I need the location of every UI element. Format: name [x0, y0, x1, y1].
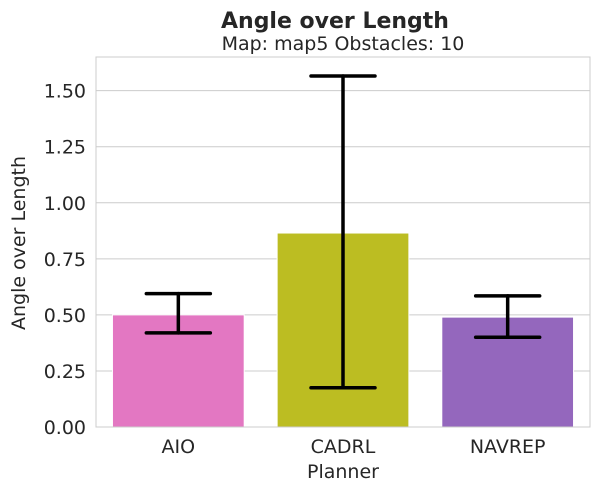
error-bars — [144, 74, 542, 390]
x-tick-label: AIO — [162, 436, 196, 458]
error-bar-aio — [144, 291, 213, 335]
x-axis-label: Planner — [307, 461, 379, 483]
y-tick-label: 0.25 — [44, 361, 86, 383]
y-axis-label: Angle over Length — [8, 156, 30, 330]
plot-frame — [95, 56, 591, 428]
x-tick-label: NAVREP — [470, 436, 546, 458]
chart-subtitle: Map: map5 Obstacles: 10 — [222, 33, 465, 55]
y-tick-label: 0.50 — [44, 305, 86, 327]
y-tick-label: 1.25 — [44, 137, 86, 159]
error-bar-navrep — [473, 294, 542, 340]
y-tick-label: 1.50 — [44, 81, 86, 103]
x-tick-labels: AIO CADRL NAVREP — [162, 436, 546, 458]
error-bar-cadrl — [309, 74, 377, 390]
y-tick-labels: 0.00 0.25 0.50 0.75 1.00 1.25 1.50 — [44, 81, 86, 439]
y-tick-label: 1.00 — [44, 193, 86, 215]
x-tick-label: CADRL — [311, 436, 376, 458]
y-tick-label: 0.75 — [44, 249, 86, 271]
y-tick-label: 0.00 — [44, 417, 86, 439]
chart-title: Angle over Length — [221, 9, 449, 34]
